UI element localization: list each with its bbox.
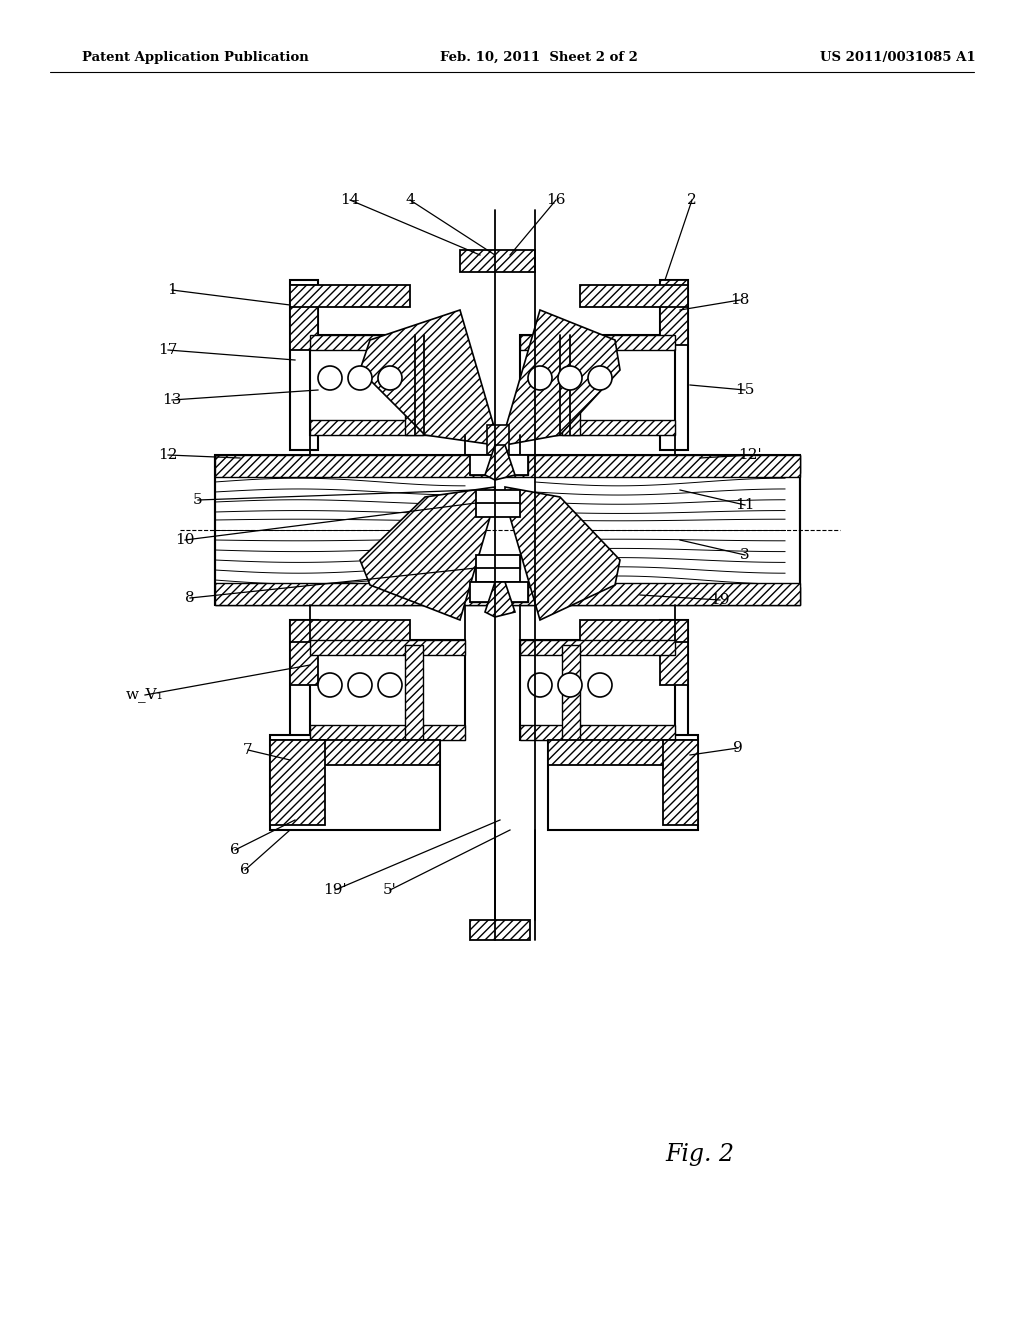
Bar [215, 587, 800, 605]
Bar [660, 280, 688, 345]
Bar [580, 285, 688, 308]
Text: 17: 17 [159, 343, 178, 356]
Bar [310, 640, 465, 741]
Polygon shape [360, 487, 495, 620]
Bar [663, 741, 698, 825]
Bar [270, 735, 440, 830]
Bar [290, 620, 318, 685]
Bar [406, 341, 423, 436]
Circle shape [528, 673, 552, 697]
Text: 12: 12 [159, 447, 178, 462]
Bar [290, 620, 318, 789]
Polygon shape [360, 310, 495, 445]
Bar [520, 335, 675, 350]
Bar [476, 490, 520, 504]
Bar [476, 503, 520, 517]
Text: US 2011/0031085 A1: US 2011/0031085 A1 [820, 50, 976, 63]
Bar [660, 620, 688, 789]
Text: 4: 4 [406, 193, 415, 207]
Bar [476, 554, 520, 569]
Polygon shape [505, 310, 620, 445]
Bar [476, 554, 520, 569]
Bar [548, 741, 698, 766]
Text: Fig. 2: Fig. 2 [665, 1143, 734, 1167]
Bar [290, 280, 318, 450]
Bar [470, 582, 528, 602]
Text: 11: 11 [735, 498, 755, 512]
Bar [660, 280, 688, 450]
Bar [270, 741, 440, 766]
Text: 14: 14 [340, 193, 359, 207]
Text: 5': 5' [383, 883, 397, 898]
Bar [215, 455, 800, 473]
Text: 6: 6 [240, 863, 250, 876]
Bar [470, 455, 528, 475]
Text: 12': 12' [738, 447, 762, 462]
Circle shape [318, 673, 342, 697]
Text: 19': 19' [324, 883, 347, 898]
Bar [215, 455, 800, 477]
Circle shape [378, 366, 402, 389]
Bar [470, 455, 528, 475]
Circle shape [588, 366, 612, 389]
Circle shape [348, 673, 372, 697]
Bar [520, 725, 675, 741]
Circle shape [588, 673, 612, 697]
Text: 18: 18 [730, 293, 750, 308]
Circle shape [378, 673, 402, 697]
Text: 3: 3 [740, 548, 750, 562]
Text: 6: 6 [230, 843, 240, 857]
Bar [520, 420, 675, 436]
Bar [310, 725, 465, 741]
Text: 13: 13 [163, 393, 181, 407]
Circle shape [318, 366, 342, 389]
Bar [310, 335, 465, 436]
Text: 9: 9 [733, 741, 742, 755]
Text: 8: 8 [185, 591, 195, 605]
Bar [310, 335, 465, 350]
Text: 1: 1 [167, 282, 177, 297]
Bar [310, 420, 465, 436]
Bar [487, 425, 509, 455]
Text: 15: 15 [735, 383, 755, 397]
Bar [406, 645, 423, 741]
Bar [290, 620, 410, 642]
Bar [520, 640, 675, 741]
Text: 10: 10 [175, 533, 195, 546]
Bar [310, 640, 465, 655]
Bar [215, 583, 800, 605]
Bar [470, 582, 528, 602]
Bar [290, 285, 410, 308]
Circle shape [558, 366, 582, 389]
Bar [520, 640, 675, 655]
Text: 2: 2 [687, 193, 697, 207]
Bar [520, 335, 675, 436]
Bar [660, 620, 688, 685]
Text: 16: 16 [546, 193, 565, 207]
Bar [562, 645, 580, 741]
Bar [460, 249, 535, 272]
Bar [580, 620, 688, 642]
Bar [562, 341, 580, 436]
Circle shape [558, 673, 582, 697]
Bar [476, 490, 520, 504]
Bar [215, 455, 800, 605]
Bar [476, 568, 520, 582]
Text: Patent Application Publication: Patent Application Publication [82, 50, 309, 63]
Bar [270, 741, 325, 825]
Circle shape [528, 366, 552, 389]
Polygon shape [505, 487, 620, 620]
Bar [548, 735, 698, 830]
Text: w_V₁: w_V₁ [126, 688, 164, 702]
Text: Feb. 10, 2011  Sheet 2 of 2: Feb. 10, 2011 Sheet 2 of 2 [440, 50, 638, 63]
Text: 5: 5 [194, 492, 203, 507]
Text: 19: 19 [711, 593, 730, 607]
Text: 7: 7 [243, 743, 253, 756]
Bar [290, 285, 318, 350]
Polygon shape [485, 582, 515, 616]
Bar [470, 920, 530, 940]
Circle shape [348, 366, 372, 389]
Polygon shape [485, 445, 515, 480]
